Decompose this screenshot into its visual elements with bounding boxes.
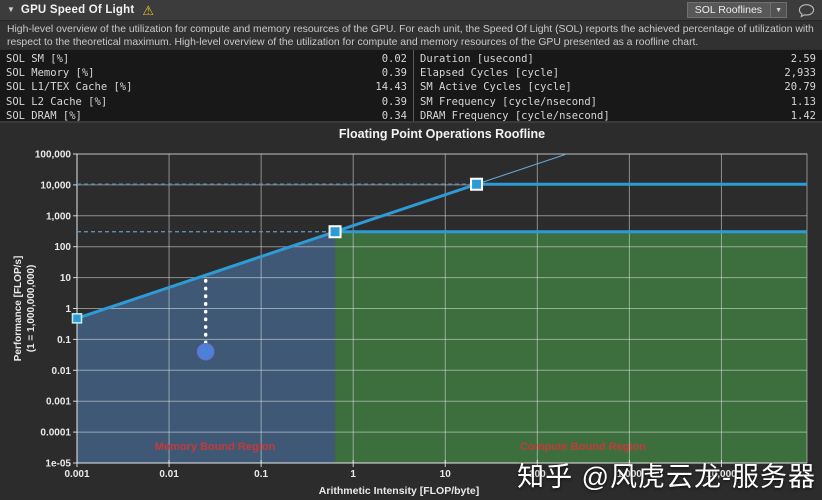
memory-bandwidth-roofline <box>76 182 478 320</box>
table-row[interactable]: Elapsed Cycles [cycle] 2,933 <box>414 66 822 80</box>
y-tick-label: 0.1 <box>57 335 71 346</box>
section-title: GPU Speed Of Light <box>20 4 135 16</box>
metric-value: 14.43 <box>375 81 407 94</box>
comment-bubble-icon[interactable] <box>798 3 815 18</box>
metric-label: Duration [usecond] <box>420 53 534 65</box>
table-row[interactable]: DRAM Frequency [cycle/nsecond] 1.42 <box>414 109 822 123</box>
section-description: High-level overview of the utilization f… <box>0 22 822 49</box>
metric-label: DRAM Frequency [cycle/nsecond] <box>420 109 610 122</box>
ridge-point-marker <box>470 177 484 191</box>
x-tick-label: 100 <box>529 469 546 480</box>
table-row[interactable]: SOL L2 Cache [%] 0.39 <box>0 95 413 109</box>
memory-roofline-extension <box>476 153 567 185</box>
y-tick-label: 100,000 <box>35 150 72 161</box>
metric-value: 1.42 <box>790 109 816 122</box>
x-tick-label: 10 <box>440 469 452 480</box>
metric-label: SM Frequency [cycle/nsecond] <box>420 95 598 108</box>
warning-icon: ⚠ <box>142 2 155 18</box>
metric-value: 20.79 <box>784 81 816 94</box>
metric-label: SOL L2 Cache [%] <box>6 95 108 108</box>
table-row[interactable]: Duration [usecond] 2.59 <box>414 52 822 66</box>
metric-label: SOL L1/TEX Cache [%] <box>6 81 133 94</box>
x-tick-label: 10,000 <box>706 469 737 480</box>
roofline-chart-canvas[interactable]: 0.001 0.01 0.1 1 10 100 1,000 10,000 100,000 10,0… <box>0 123 822 500</box>
metric-value: 0.39 <box>381 95 407 108</box>
metric-label: SOL Memory [%] <box>6 67 95 80</box>
metric-label: SOL DRAM [%] <box>6 109 82 122</box>
y-tick-label: 100 <box>54 242 71 253</box>
metric-value: 1.13 <box>790 95 816 108</box>
dropdown-selected-value: SOL Rooflines <box>694 4 763 16</box>
sol-metrics-table: SOL SM [%] 0.02 SOL Memory [%] 0.39 SOL L1/T… <box>0 50 414 123</box>
memory-bound-label: Memory Bound Region <box>155 441 276 453</box>
x-tick-label: 1 <box>350 469 356 480</box>
y-axis-title: (1 = 1,000,000,000) <box>26 265 37 353</box>
collapse-arrow-icon[interactable]: ▼ <box>7 5 15 14</box>
roofline-chart[interactable]: 0.001 0.01 0.1 1 10 100 1,000 10,000 100,000 10,0… <box>0 123 822 500</box>
compute-bound-region <box>335 231 807 463</box>
compute-bound-label: Compute Bound Region <box>520 441 646 453</box>
metric-label: SM Active Cycles [cycle] <box>420 81 572 94</box>
table-row[interactable]: SM Frequency [cycle/nsecond] 1.13 <box>414 95 822 109</box>
y-tick-label: 1e-05 <box>45 459 71 470</box>
x-axis-title: Arithmetic Intensity [FLOP/byte] <box>319 485 479 497</box>
metric-label: SOL SM [%] <box>6 53 70 65</box>
x-tick-label: 1,000 <box>617 469 642 480</box>
metric-value: 0.39 <box>381 67 407 80</box>
y-tick-label: 0.001 <box>46 397 71 408</box>
table-row[interactable]: SOL DRAM [%] 0.34 <box>0 109 413 123</box>
x-tick-label: 0.001 <box>64 469 89 480</box>
timing-metrics-table: Duration [usecond] 2.59 Elapsed Cycles [cy… <box>414 50 822 123</box>
y-tick-label: 1 <box>65 304 71 315</box>
x-tick-label: 0.1 <box>254 469 268 480</box>
y-tick-label: 10 <box>60 273 72 284</box>
y-tick-label: 0.01 <box>52 366 72 377</box>
achieved-value-point <box>196 342 215 361</box>
watermark: 知乎 @风虎云龙-服务器 <box>517 462 816 492</box>
metric-value: 2,933 <box>784 67 816 80</box>
chevron-down-icon: ▼ <box>770 3 786 17</box>
metric-value: 2.59 <box>790 53 816 65</box>
y-axis-title: Performance [FLOP/s] <box>13 256 24 362</box>
metric-value: 0.02 <box>381 53 407 65</box>
table-row[interactable]: SOL Memory [%] 0.39 <box>0 66 413 80</box>
x-tick-label: 0.01 <box>159 469 179 480</box>
table-row[interactable]: SOL SM [%] 0.02 <box>0 52 413 66</box>
y-tick-label: 10,000 <box>40 180 71 191</box>
ridge-point-marker <box>328 225 342 239</box>
table-row[interactable]: SM Active Cycles [cycle] 20.79 <box>414 80 822 94</box>
section-header[interactable]: ▼ GPU Speed Of Light ⚠ SOL Rooflines ▼ <box>0 0 822 21</box>
metric-label: Elapsed Cycles [cycle] <box>420 67 560 80</box>
y-tick-label: 1,000 <box>46 211 71 222</box>
metrics-tables: SOL SM [%] 0.02 SOL Memory [%] 0.39 SOL L1/T… <box>0 50 822 123</box>
roofline-start-marker <box>71 313 83 324</box>
chart-title: Floating Point Operations Roofline <box>339 127 545 141</box>
table-row[interactable]: SOL L1/TEX Cache [%] 14.43 <box>0 80 413 94</box>
page-selector-dropdown[interactable]: SOL Rooflines ▼ <box>686 2 787 18</box>
metric-value: 0.34 <box>381 109 407 122</box>
y-tick-label: 0.0001 <box>40 428 71 439</box>
